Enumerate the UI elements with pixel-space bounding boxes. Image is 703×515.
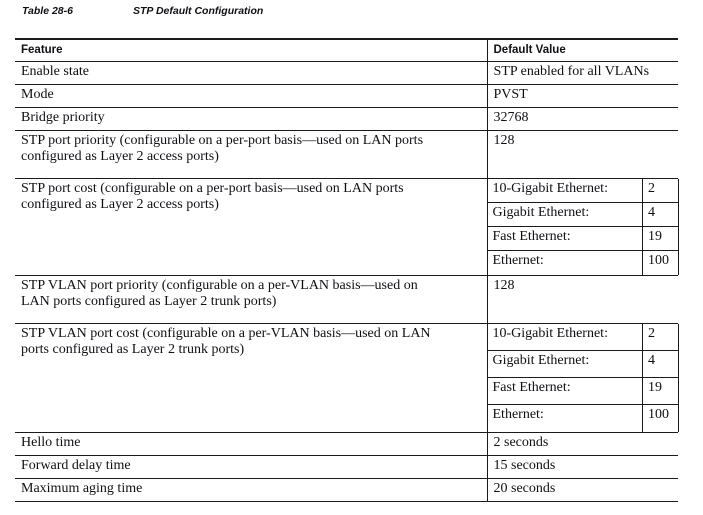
value-cell: 20 seconds — [487, 478, 678, 502]
feature-cell: Maximum aging time — [15, 478, 488, 502]
stp-default-configuration-table: Feature Default Value Enable state STP e… — [15, 38, 679, 502]
port-cost-value: 100 — [642, 404, 679, 432]
feature-cell: Forward delay time — [15, 455, 488, 479]
port-type-label: Fast Ethernet: — [487, 226, 643, 251]
table-row: Hello time 2 seconds — [15, 432, 678, 456]
port-cost-value: 4 — [642, 202, 679, 227]
subtable-row: Gigabit Ethernet: 4 — [487, 202, 679, 227]
table-row: STP port cost (configurable on a per-por… — [15, 178, 679, 276]
table-row: Mode PVST — [15, 84, 678, 108]
feature-cell: STP port priority (configurable on a per… — [15, 130, 488, 179]
vlan-port-cost-subtable: 10-Gigabit Ethernet: 2 Gigabit Ethernet:… — [487, 323, 679, 432]
table-number: Table 28-6 — [22, 5, 73, 17]
table-row: Forward delay time 15 seconds — [15, 455, 678, 479]
table-caption: Table 28-6 STP Default Configuration — [22, 5, 263, 17]
column-header-feature: Feature — [15, 39, 488, 62]
port-cost-value: 100 — [642, 250, 679, 275]
port-cost-value: 19 — [642, 377, 679, 405]
feature-cell: Hello time — [15, 432, 488, 456]
port-type-label: 10-Gigabit Ethernet: — [487, 323, 643, 351]
value-cell: 10-Gigabit Ethernet: 2 Gigabit Ethernet:… — [487, 323, 679, 433]
port-cost-value: 2 — [642, 323, 679, 351]
subtable-row: Gigabit Ethernet: 4 — [487, 350, 679, 378]
subtable-row: Ethernet: 100 — [487, 404, 679, 432]
port-type-label: Ethernet: — [487, 250, 643, 275]
table-row: STP VLAN port cost (configurable on a pe… — [15, 323, 679, 433]
subtable-row: Fast Ethernet: 19 — [487, 226, 679, 251]
table-row: STP port priority (configurable on a per… — [15, 130, 678, 179]
subtable-row: 10-Gigabit Ethernet: 2 — [487, 178, 679, 203]
feature-cell: STP port cost (configurable on a per-por… — [15, 178, 488, 276]
port-type-label: Ethernet: — [487, 404, 643, 432]
table-row: Maximum aging time 20 seconds — [15, 478, 678, 502]
subtable-row: Fast Ethernet: 19 — [487, 377, 679, 405]
value-cell: 32768 — [487, 107, 678, 131]
table-title: STP Default Configuration — [133, 5, 264, 17]
port-cost-value: 4 — [642, 350, 679, 378]
value-cell: STP enabled for all VLANs — [487, 61, 678, 85]
port-cost-value: 19 — [642, 226, 679, 251]
table-row: Enable state STP enabled for all VLANs — [15, 61, 678, 85]
port-cost-subtable: 10-Gigabit Ethernet: 2 Gigabit Ethernet:… — [487, 178, 679, 275]
port-type-label: Fast Ethernet: — [487, 377, 643, 405]
port-type-label: Gigabit Ethernet: — [487, 350, 643, 378]
value-cell: 15 seconds — [487, 455, 678, 479]
subtable-row: 10-Gigabit Ethernet: 2 — [487, 323, 679, 351]
column-header-default-value: Default Value — [487, 39, 678, 62]
header-row: Feature Default Value — [15, 39, 678, 62]
feature-cell: Enable state — [15, 61, 488, 85]
feature-cell: STP VLAN port priority (configurable on … — [15, 275, 488, 324]
value-cell: PVST — [487, 84, 678, 108]
port-type-label: 10-Gigabit Ethernet: — [487, 178, 643, 203]
value-cell: 10-Gigabit Ethernet: 2 Gigabit Ethernet:… — [487, 178, 679, 276]
value-cell: 128 — [487, 275, 678, 324]
value-cell: 2 seconds — [487, 432, 678, 456]
feature-cell: Mode — [15, 84, 488, 108]
value-cell: 128 — [487, 130, 678, 179]
table-row: Bridge priority 32768 — [15, 107, 678, 131]
port-type-label: Gigabit Ethernet: — [487, 202, 643, 227]
subtable-row: Ethernet: 100 — [487, 250, 679, 275]
port-cost-value: 2 — [642, 178, 679, 203]
table-row: STP VLAN port priority (configurable on … — [15, 275, 678, 324]
feature-cell: STP VLAN port cost (configurable on a pe… — [15, 323, 488, 433]
feature-cell: Bridge priority — [15, 107, 488, 131]
